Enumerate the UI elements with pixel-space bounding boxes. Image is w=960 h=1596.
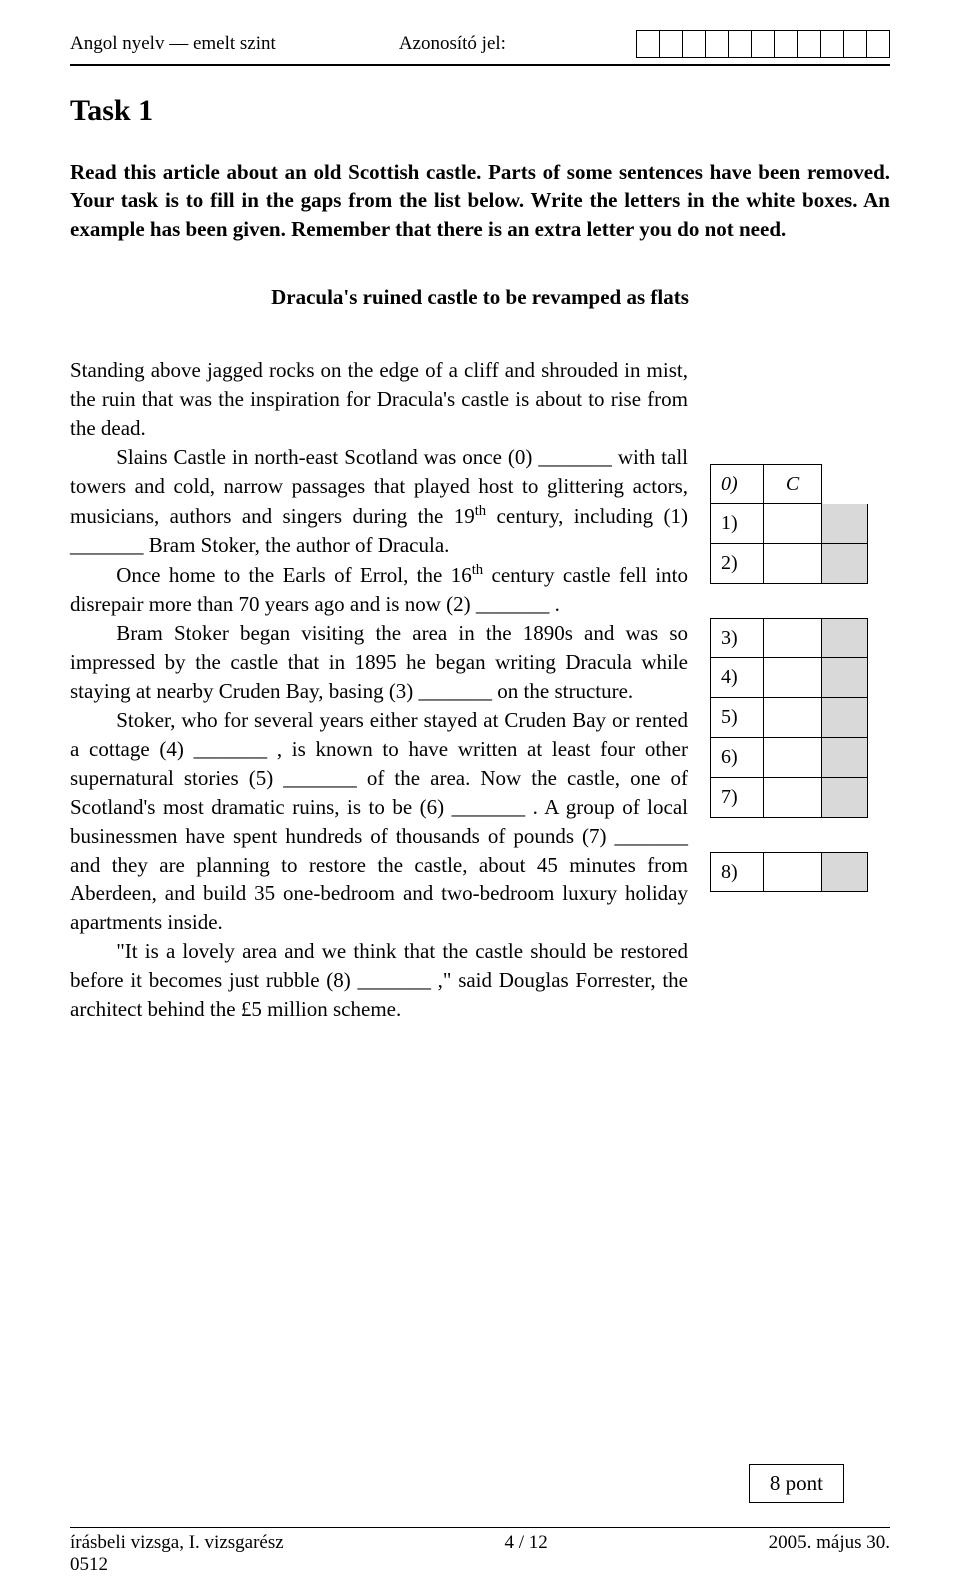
footer-date: 2005. május 30. (769, 1532, 890, 1554)
paragraph-1: Standing above jagged rocks on the edge … (70, 356, 688, 443)
id-box[interactable] (843, 30, 867, 58)
answer-group-3: 8) (710, 852, 890, 892)
answer-input[interactable] (764, 504, 822, 544)
paragraph-6: "It is a lovely area and we think that t… (70, 937, 688, 1024)
points-box: 8 pont (749, 1464, 844, 1503)
header-id-label: Azonosító jel: (276, 33, 637, 55)
paragraph-5: Stoker, who for several years either sta… (70, 706, 688, 938)
id-box[interactable] (705, 30, 729, 58)
footer-page-number: 4 / 12 (284, 1532, 769, 1554)
answer-label: 0) (710, 464, 764, 504)
answer-score (822, 738, 868, 778)
answer-row-5: 5) (710, 698, 890, 738)
answer-group-example: 0) C 1) 2) (710, 464, 890, 584)
answer-score (822, 504, 868, 544)
id-box[interactable] (866, 30, 890, 58)
answer-label: 3) (710, 618, 764, 658)
answer-row-8: 8) (710, 852, 890, 892)
header-divider (70, 64, 890, 66)
answer-label: 1) (710, 504, 764, 544)
answer-score (822, 658, 868, 698)
answer-input[interactable] (764, 658, 822, 698)
paragraph-4: Bram Stoker began visiting the area in t… (70, 619, 688, 706)
answer-input[interactable] (764, 852, 822, 892)
answer-row-4: 4) (710, 658, 890, 698)
answer-score (822, 778, 868, 818)
answer-score (822, 852, 868, 892)
task-instructions: Read this article about an old Scottish … (70, 158, 890, 243)
footer-code: 0512 (70, 1554, 890, 1576)
id-box[interactable] (682, 30, 706, 58)
answer-input[interactable] (764, 618, 822, 658)
id-box[interactable] (751, 30, 775, 58)
footer-left: írásbeli vizsga, I. vizsgarész (70, 1532, 284, 1554)
footer-divider (70, 1527, 890, 1528)
answer-row-3: 3) (710, 618, 890, 658)
page-footer: írásbeli vizsga, I. vizsgarész 4 / 12 20… (70, 1532, 890, 1554)
answer-input[interactable] (764, 738, 822, 778)
answer-label: 2) (710, 544, 764, 584)
answer-row-7: 7) (710, 778, 890, 818)
page-header: Angol nyelv — emelt szint Azonosító jel: (70, 30, 890, 58)
article-title: Dracula's ruined castle to be revamped a… (70, 285, 890, 310)
answer-row-2: 2) (710, 544, 890, 584)
id-box[interactable] (774, 30, 798, 58)
answer-score (822, 544, 868, 584)
paragraph-3: Once home to the Earls of Errol, the 16t… (70, 560, 688, 619)
answer-input[interactable] (764, 698, 822, 738)
task-title: Task 1 (70, 94, 890, 128)
body-area: Standing above jagged rocks on the edge … (70, 356, 890, 1024)
answer-score (822, 698, 868, 738)
id-box[interactable] (797, 30, 821, 58)
id-box[interactable] (728, 30, 752, 58)
answer-value: C (764, 464, 822, 504)
answer-label: 6) (710, 738, 764, 778)
paragraph-2: Slains Castle in north-east Scotland was… (70, 443, 688, 560)
answer-sidebar: 0) C 1) 2) 3) (710, 356, 890, 1024)
answer-label: 5) (710, 698, 764, 738)
id-box[interactable] (820, 30, 844, 58)
answer-label: 8) (710, 852, 764, 892)
id-box[interactable] (636, 30, 660, 58)
answer-input[interactable] (764, 778, 822, 818)
answer-row-1: 1) (710, 504, 890, 544)
answer-label: 7) (710, 778, 764, 818)
id-box[interactable] (659, 30, 683, 58)
answer-input[interactable] (764, 544, 822, 584)
id-box-row (637, 30, 890, 58)
header-subject: Angol nyelv — emelt szint (70, 33, 276, 55)
answer-score (822, 618, 868, 658)
answer-row-6: 6) (710, 738, 890, 778)
article-text: Standing above jagged rocks on the edge … (70, 356, 688, 1024)
answer-row-0: 0) C (710, 464, 890, 504)
answer-label: 4) (710, 658, 764, 698)
answer-group-2: 3) 4) 5) 6) (710, 618, 890, 818)
